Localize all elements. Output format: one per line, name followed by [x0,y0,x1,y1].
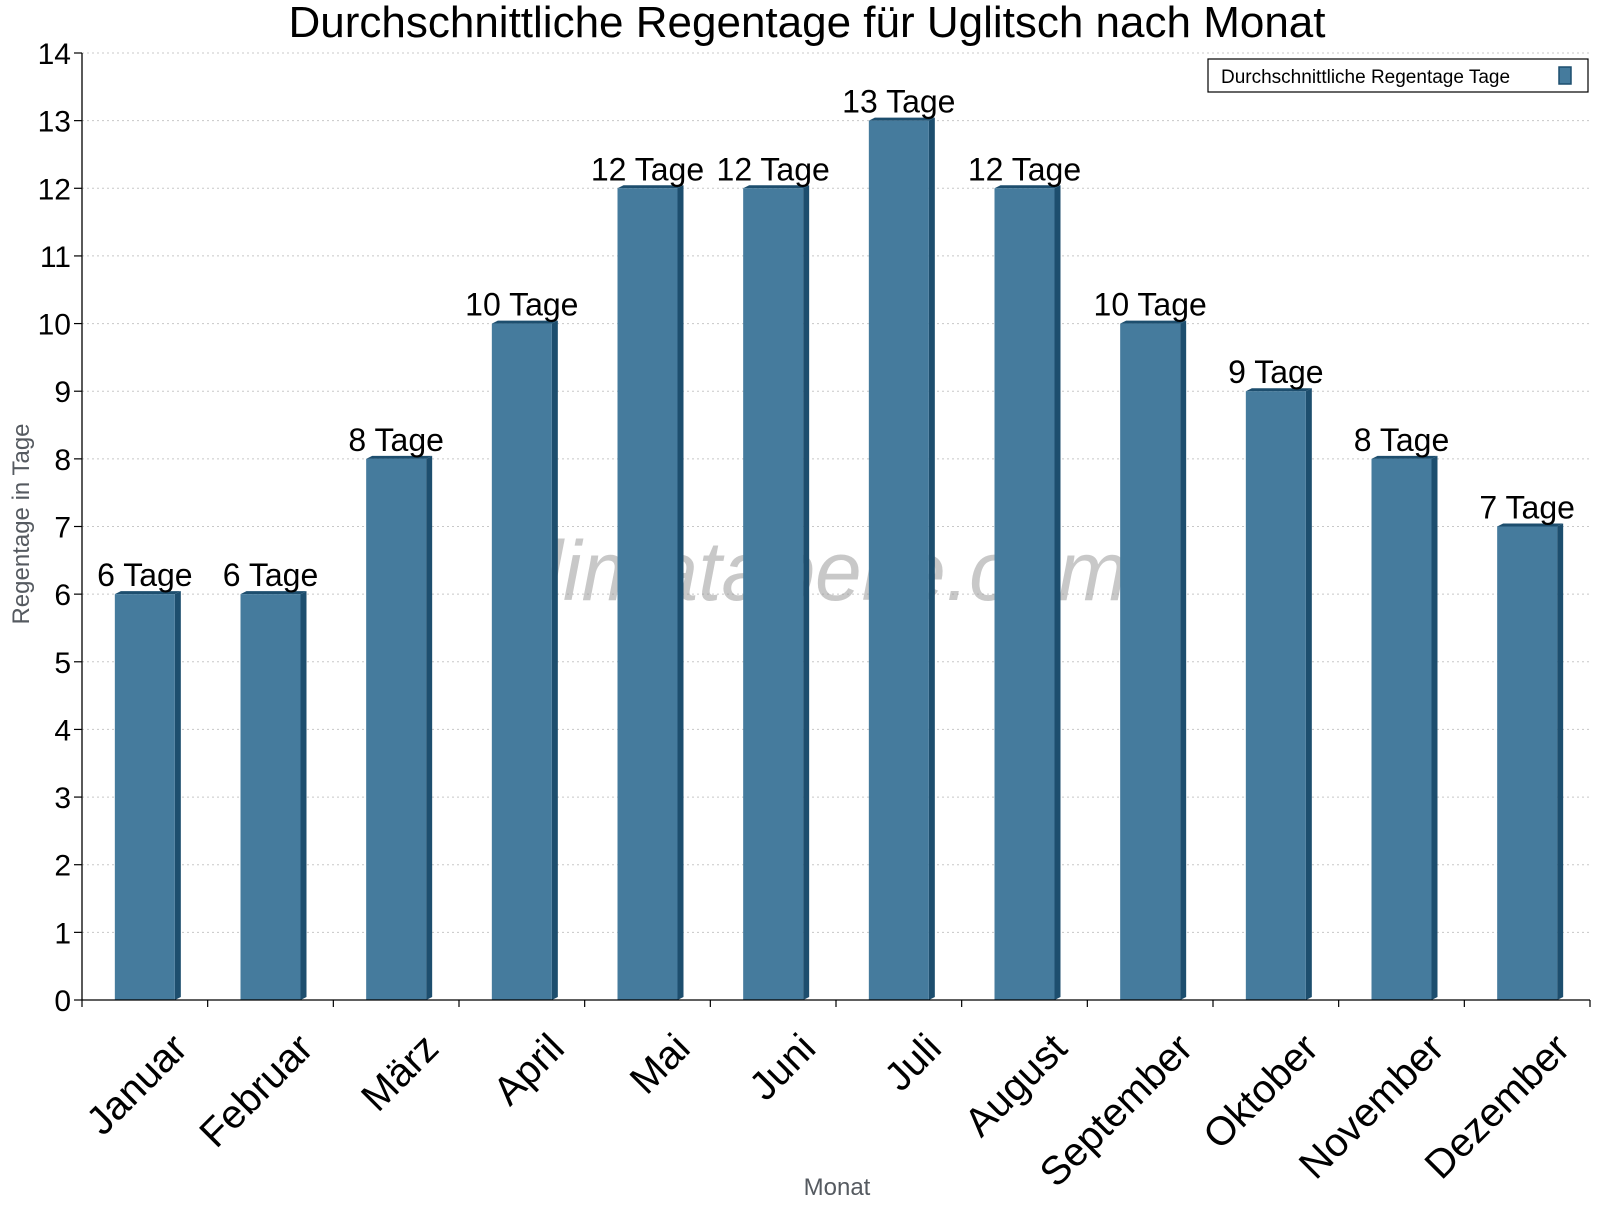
x-tick-label: Mai [622,1026,699,1103]
bar-side [1305,388,1312,1000]
bar [1497,526,1558,1000]
bar-side [928,117,935,1000]
bar-value-label: 10 Tage [1094,287,1207,323]
x-axis-label: Monat [804,1174,871,1200]
bar-side [1557,523,1564,1000]
legend-box [1207,58,1589,93]
bar-value-label: 6 Tage [97,557,193,593]
bar-side [677,185,684,1001]
bar-value-label: 12 Tage [591,151,704,187]
y-tick-label: 12 [38,173,71,206]
bar [1120,323,1181,1001]
legend-label: Durchschnittliche Regentage Tage [1221,67,1510,88]
y-tick-label: 0 [54,985,71,1018]
y-tick-label: 6 [54,579,71,612]
bar-value-label: 8 Tage [348,422,444,458]
bar-top [240,591,307,595]
y-tick-label: 10 [38,309,71,342]
bar-side [1180,320,1187,1001]
bar-top [1245,388,1312,392]
bar-side [1431,455,1438,1000]
bar [366,458,427,1000]
bar-value-label: 8 Tage [1354,422,1450,458]
bar [994,188,1055,1001]
bar [617,188,678,1001]
y-tick-label: 7 [54,512,71,545]
bars-layer: 6 Tage 6 Tage 8 Tage 10 Tage 12 Tage 12 Tage 1… [97,84,1575,1001]
bar-top [994,185,1061,189]
bar [240,594,301,1000]
bar-top [617,185,684,189]
bar [743,188,804,1001]
y-tick-label: 2 [54,850,71,883]
y-tick-label: 14 [38,38,71,71]
y-tick-label: 13 [38,106,71,139]
bar-top [114,591,181,595]
bar-top [491,320,558,324]
legend-swatch [1558,66,1572,85]
x-tick-label: März [353,1026,447,1120]
bar [868,120,929,1000]
y-tick-label: 4 [54,714,71,747]
bar-top [1371,455,1438,459]
bar-side [1054,185,1061,1001]
y-tick-label: 9 [54,376,71,409]
y-tick-label: 5 [54,647,71,680]
legend: Durchschnittliche Regentage Tage [1207,58,1589,93]
y-tick-label: 3 [54,782,71,815]
y-tick-label: 8 [54,444,71,477]
bar-value-label: 10 Tage [465,287,578,323]
bar-side [551,320,558,1001]
bar-top [1120,320,1187,324]
bar-value-label: 12 Tage [968,151,1081,187]
y-tick-label: 11 [40,241,71,274]
x-tick-label: Juli [876,1026,950,1100]
bar-side [174,591,181,1000]
y-tick-label: 1 [54,917,71,950]
bar-value-label: 13 Tage [842,84,955,120]
bar-value-label: 9 Tage [1228,354,1324,390]
bar-top [743,185,810,189]
grid-layer [82,52,1590,933]
bar [114,594,175,1000]
x-tick-label: Februar [191,1026,321,1156]
x-tick-label: Januar [78,1026,196,1144]
bar [491,323,552,1001]
x-tick-label: April [485,1026,573,1114]
bar-value-label: 7 Tage [1479,490,1575,526]
x-tick-label: August [956,1026,1075,1145]
bar [1245,391,1306,1000]
bar-top [868,117,935,121]
bar-side [426,455,433,1000]
y-axis-label: Regentage in Tage [8,423,35,624]
bar-value-label: 6 Tage [223,557,319,593]
x-tick-label: Oktober [1195,1026,1327,1158]
bar-top [366,455,433,459]
bar-side [803,185,810,1001]
bar-side [300,591,307,1000]
bar [1371,458,1432,1000]
bar-top [1497,523,1564,527]
chart-title: Durchschnittliche Regentage für Uglitsch… [289,0,1326,47]
bar-value-label: 12 Tage [717,151,830,187]
x-tick-label: Juni [741,1026,824,1109]
